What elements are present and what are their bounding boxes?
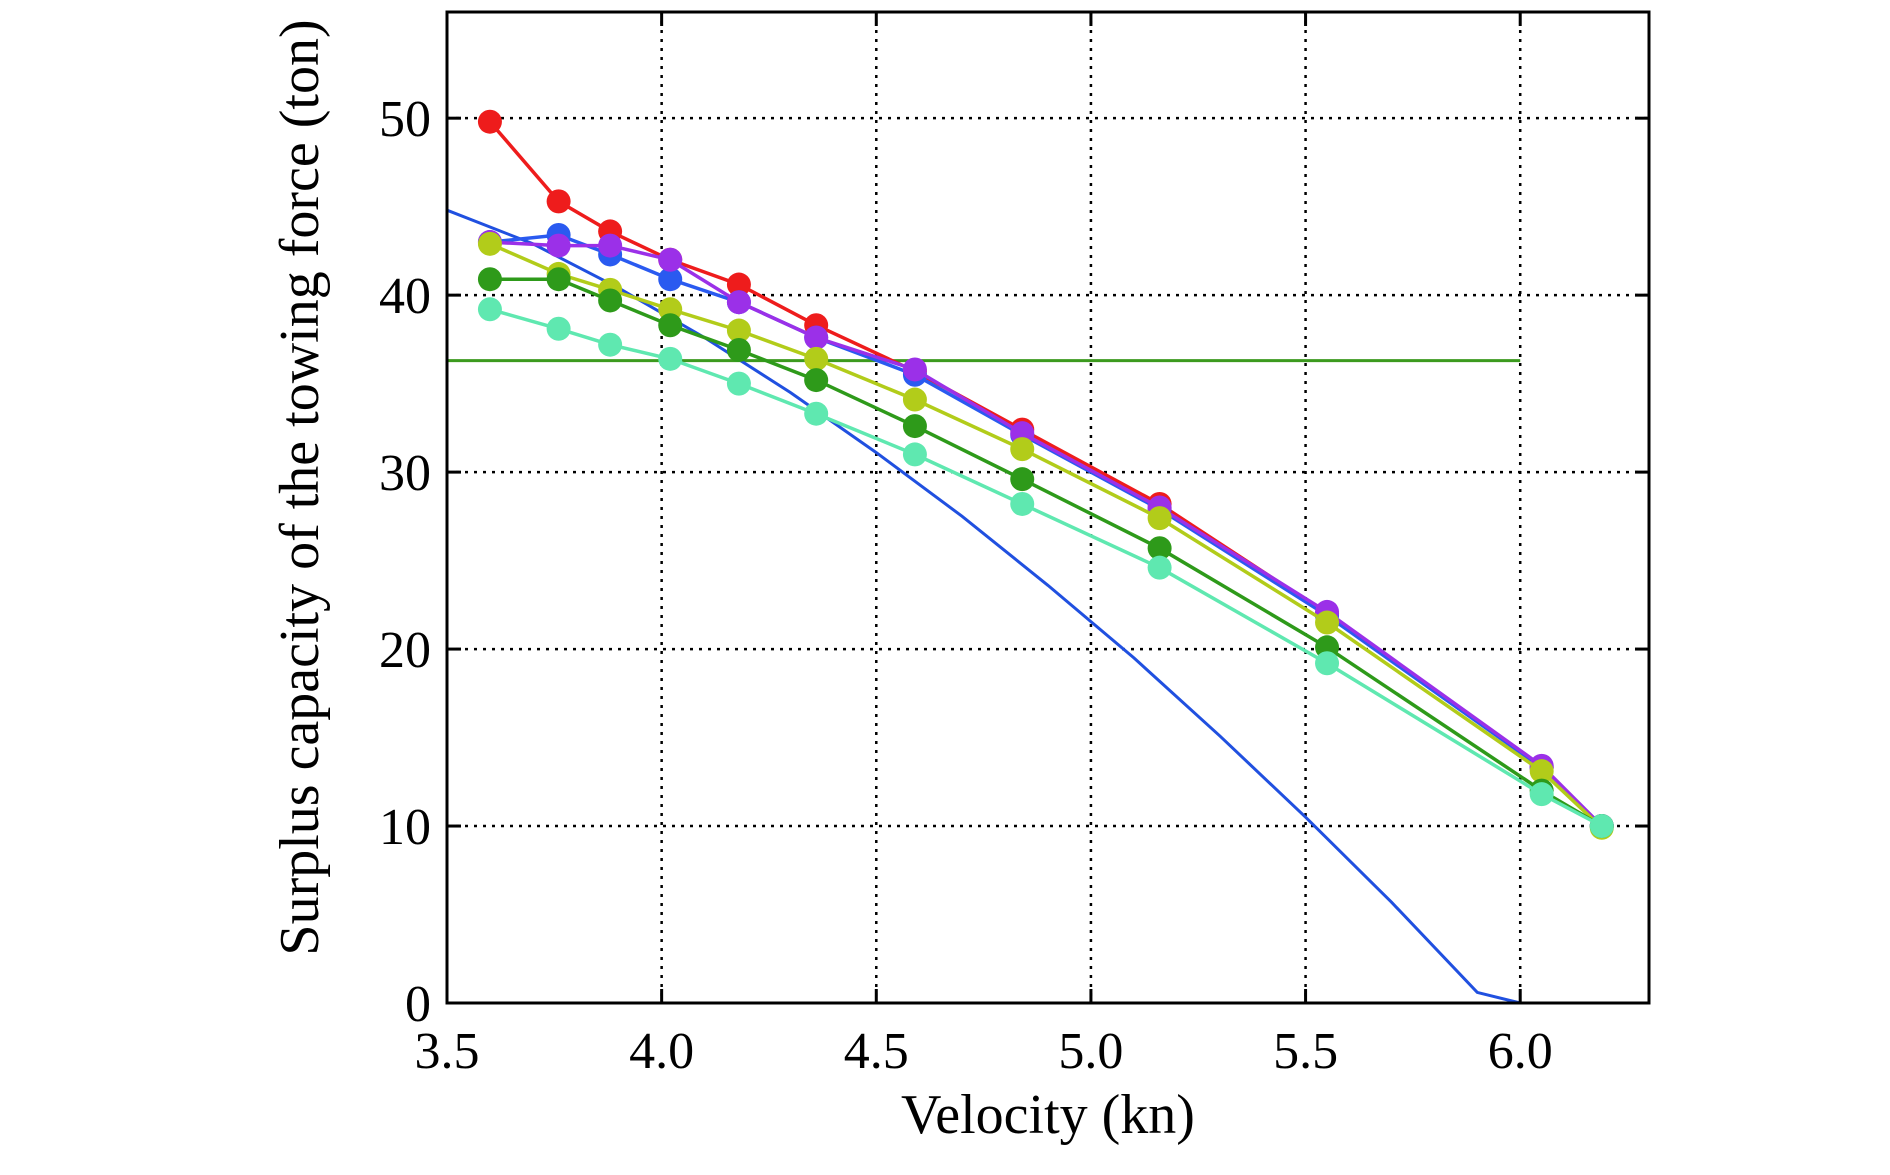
series-point (658, 313, 683, 338)
series-line (489, 233, 1604, 828)
series-point (1010, 437, 1035, 462)
series-point (477, 297, 502, 322)
series-point (598, 288, 623, 313)
series-point (1147, 536, 1172, 561)
curve-layer (446, 208, 1521, 1005)
series-point (726, 338, 751, 363)
series-point (804, 368, 829, 393)
series-point (1529, 782, 1554, 807)
y-tick-label: 0 (405, 976, 431, 1033)
series-4 (477, 231, 1614, 840)
series-6 (477, 297, 1614, 839)
series-line (489, 242, 1603, 830)
series-point (804, 401, 829, 426)
series-line (489, 240, 1604, 828)
series-1 (477, 109, 1614, 839)
series-line (489, 307, 1603, 828)
y-tick-label: 30 (379, 445, 431, 502)
series-point (804, 325, 829, 350)
series-point (902, 414, 927, 439)
y-axis-title: Surplus capacity of the towing force (to… (269, 19, 331, 955)
series-point (804, 346, 829, 371)
tick-marks (445, 12, 1649, 1005)
series-point (1147, 555, 1172, 580)
x-tick-label: 5.0 (1058, 1023, 1123, 1080)
series-point (726, 371, 751, 396)
series-point (598, 332, 623, 357)
series-point (546, 189, 571, 214)
series-point (598, 233, 623, 258)
resistance-curve (446, 208, 1521, 1005)
series-point (658, 267, 683, 292)
x-tick-label: 5.5 (1273, 1023, 1338, 1080)
y-tick-label: 20 (379, 622, 431, 679)
series-point (658, 346, 683, 371)
series-point (902, 387, 927, 412)
series-layer (477, 109, 1614, 840)
series-point (1010, 491, 1035, 516)
series-point (1529, 759, 1554, 784)
series-point (1315, 610, 1340, 635)
x-tick-label: 3.5 (415, 1023, 480, 1080)
y-tick-label: 10 (379, 799, 431, 856)
series-point (477, 109, 502, 134)
series-point (477, 267, 502, 292)
series-point (546, 267, 571, 292)
series-point (1147, 506, 1172, 531)
series-point (477, 231, 502, 256)
series-point (546, 316, 571, 341)
series-point (1315, 651, 1340, 676)
series-point (902, 357, 927, 382)
series-point (1589, 814, 1614, 839)
grid (447, 12, 1649, 1003)
series-point (902, 442, 927, 467)
plot-frame (445, 10, 1651, 1005)
x-axis-title: Velocity (kn) (901, 1084, 1195, 1146)
series-point (726, 290, 751, 315)
y-tick-labels: 0 10 20 30 40 50 (379, 91, 431, 1033)
x-tick-label: 6.0 (1488, 1023, 1553, 1080)
y-tick-label: 50 (379, 91, 431, 148)
y-tick-label: 40 (379, 268, 431, 325)
series-point (726, 318, 751, 343)
x-tick-label: 4.5 (844, 1023, 909, 1080)
series-point (546, 233, 571, 258)
x-tick-label: 4.0 (629, 1023, 694, 1080)
series-point (658, 247, 683, 272)
x-tick-labels: 3.5 4.0 4.5 5.0 5.5 6.0 (415, 1023, 1553, 1080)
series-point (1010, 467, 1035, 492)
series-3 (477, 230, 1614, 839)
series-point (726, 272, 751, 297)
